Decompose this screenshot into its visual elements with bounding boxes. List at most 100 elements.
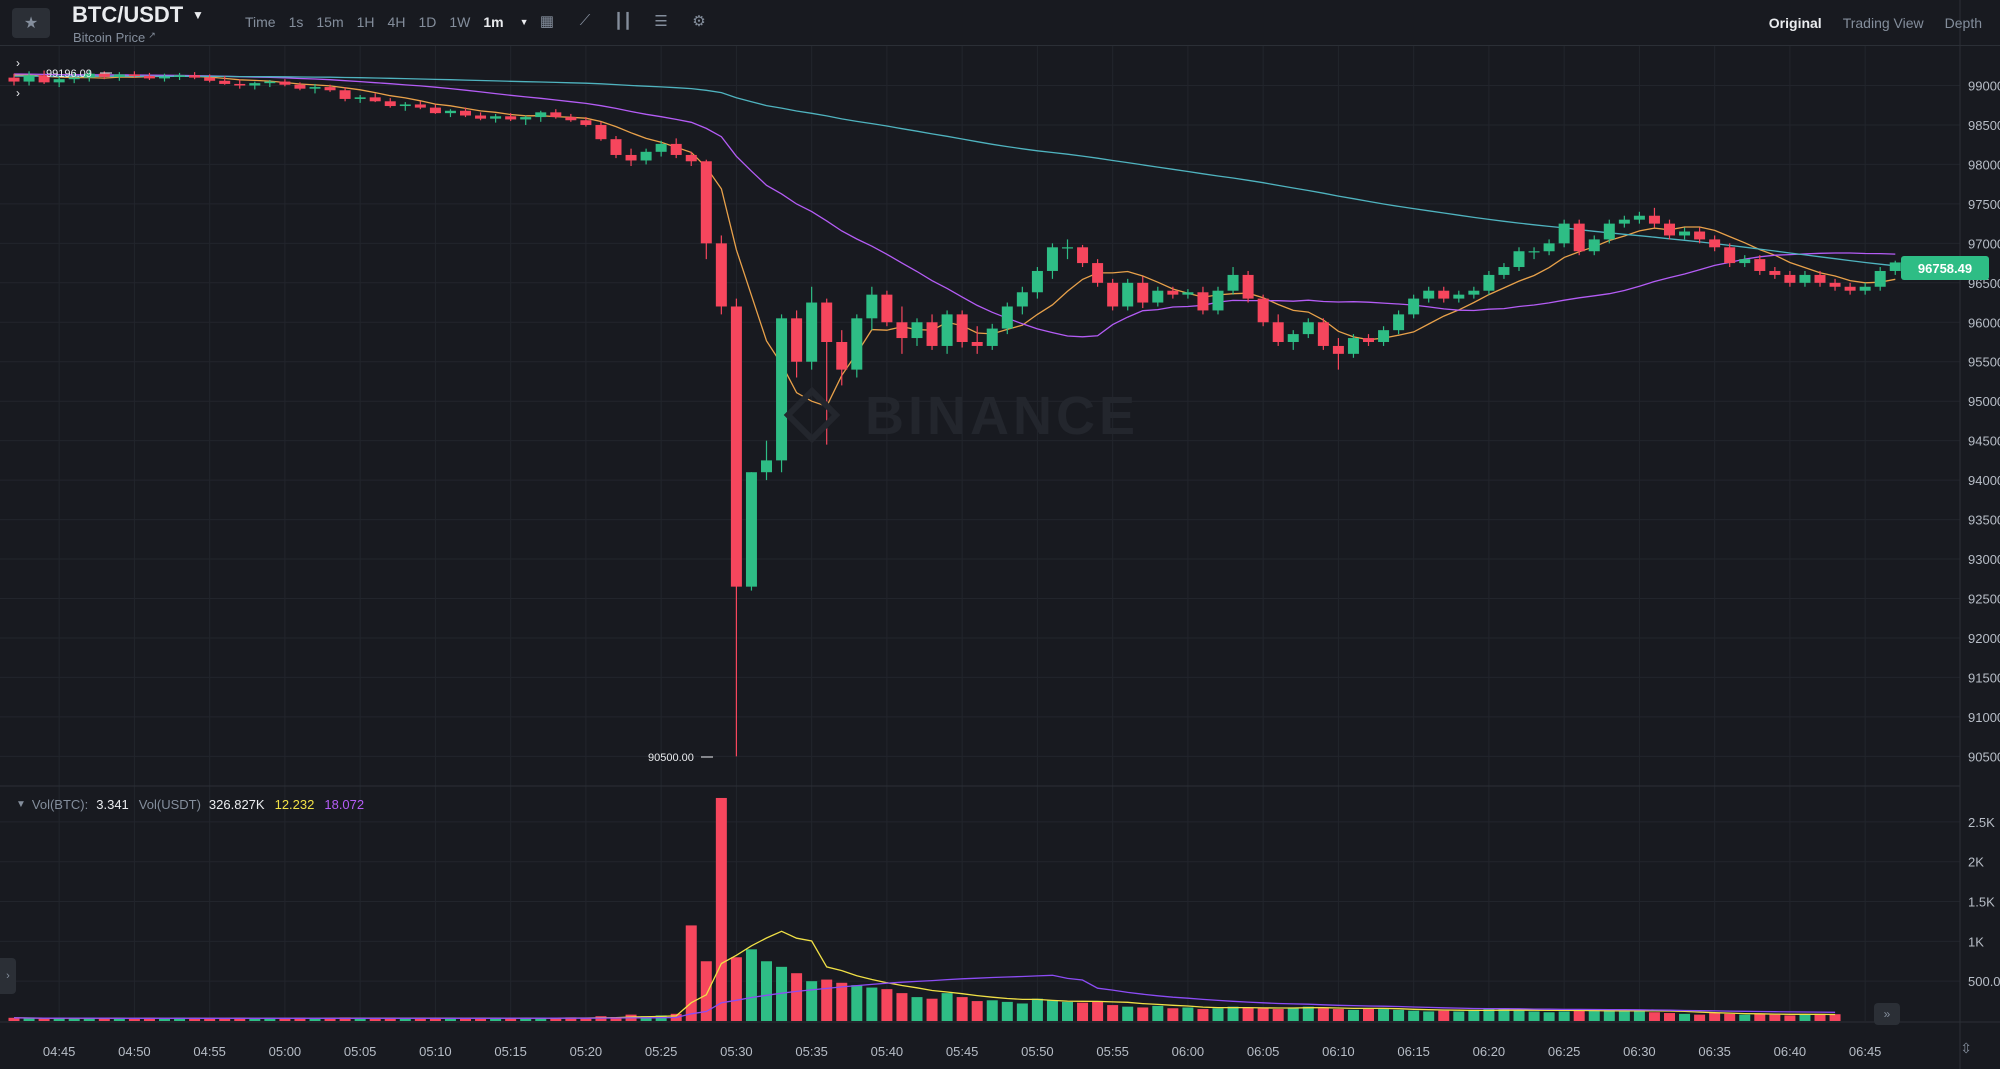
candle bbox=[113, 72, 125, 81]
candle-type-icon[interactable]: ┃┃ bbox=[613, 13, 633, 30]
interval-1h[interactable]: 1H bbox=[356, 14, 375, 30]
candle-body bbox=[1784, 274, 1796, 283]
high-label: 99196.09 bbox=[46, 68, 92, 80]
volume-bar bbox=[1122, 1006, 1134, 1021]
expand-panel-icon[interactable]: › bbox=[0, 958, 16, 994]
time-tick-label: 04:55 bbox=[193, 1044, 226, 1059]
candle-body bbox=[836, 342, 848, 370]
candle bbox=[159, 73, 170, 82]
volume-bar bbox=[219, 1018, 231, 1021]
candle bbox=[8, 73, 20, 86]
candle bbox=[881, 290, 893, 327]
volume-bar bbox=[324, 1018, 336, 1021]
price-tick-label: 95000.00 bbox=[1968, 394, 2000, 409]
time-tick-label: 06:35 bbox=[1698, 1044, 1731, 1059]
candle bbox=[354, 94, 366, 103]
candle-body bbox=[1062, 247, 1073, 249]
candle-body bbox=[1799, 274, 1811, 283]
chevron-right-icon[interactable]: › bbox=[16, 56, 20, 70]
candle-body bbox=[249, 83, 261, 86]
candle bbox=[444, 109, 456, 118]
time-tick-label: 04:50 bbox=[118, 1044, 151, 1059]
candle-body bbox=[444, 110, 456, 114]
calendar-icon[interactable]: ▦ bbox=[539, 13, 555, 30]
gear-icon[interactable]: ⚙ bbox=[692, 13, 706, 30]
candle-body bbox=[670, 143, 682, 155]
time-tick-label: 04:45 bbox=[43, 1044, 76, 1059]
candle-body bbox=[475, 115, 487, 119]
volume-bar bbox=[159, 1018, 170, 1021]
chevron-down-icon[interactable]: ▼ bbox=[16, 799, 26, 810]
candle bbox=[791, 310, 803, 378]
star-icon[interactable]: ★ bbox=[12, 8, 50, 38]
candle-body bbox=[1363, 338, 1374, 342]
volume-bar bbox=[369, 1018, 381, 1021]
volume-bar bbox=[1543, 1012, 1555, 1021]
candle bbox=[896, 306, 908, 354]
volume-bar bbox=[354, 1018, 366, 1021]
interval-1d[interactable]: 1D bbox=[418, 14, 437, 30]
candle-body bbox=[143, 76, 155, 79]
tab-trading-view[interactable]: Trading View bbox=[1842, 15, 1924, 31]
interval-1w[interactable]: 1W bbox=[449, 14, 471, 30]
candle bbox=[911, 318, 923, 346]
candle bbox=[655, 140, 667, 157]
candle-body bbox=[1122, 282, 1134, 307]
candle bbox=[776, 314, 788, 473]
interval-4h[interactable]: 4H bbox=[387, 14, 406, 30]
candle-body bbox=[1167, 290, 1179, 295]
price-tick-label: 92000.00 bbox=[1968, 631, 2000, 646]
volume-bar bbox=[1046, 1000, 1058, 1021]
chevron-right-icon[interactable]: › bbox=[16, 86, 20, 100]
candle-body bbox=[354, 97, 366, 99]
indicator-icon[interactable]: ⟋ bbox=[579, 12, 591, 29]
volume-bar bbox=[1182, 1007, 1194, 1021]
candle bbox=[1092, 259, 1104, 287]
volume-bar bbox=[1393, 1009, 1405, 1021]
candle-body bbox=[1558, 223, 1570, 244]
candle bbox=[956, 310, 968, 348]
settings-list-icon[interactable]: ☰ bbox=[654, 13, 668, 30]
subtitle-link[interactable]: Bitcoin Price ↗ bbox=[73, 30, 156, 45]
volume-bar bbox=[1483, 1009, 1495, 1021]
candle-body bbox=[204, 77, 216, 81]
candle bbox=[1633, 211, 1645, 224]
volume-tick-label: 500.00 bbox=[1968, 974, 2000, 989]
toolbar: ★ BTC/USDT ▼ Bitcoin Price ↗ Time 1s 15m … bbox=[0, 0, 2000, 46]
candle bbox=[1438, 286, 1450, 303]
candle-body bbox=[700, 161, 712, 244]
volume-bar bbox=[1347, 1009, 1359, 1021]
time-tick-label: 06:40 bbox=[1774, 1044, 1807, 1059]
tab-original[interactable]: Original bbox=[1768, 15, 1822, 31]
time-tick-label: 06:05 bbox=[1247, 1044, 1280, 1059]
candle-body bbox=[8, 77, 20, 82]
price-tick-label: 93000.00 bbox=[1968, 552, 2000, 567]
candle-body bbox=[1814, 274, 1826, 283]
interval-15m[interactable]: 15m bbox=[316, 14, 344, 30]
interval-1m[interactable]: 1m ▼ bbox=[483, 14, 541, 30]
volume-bar bbox=[1438, 1010, 1450, 1021]
candle-body bbox=[610, 139, 622, 155]
candle bbox=[806, 286, 818, 370]
candle-body bbox=[1242, 274, 1254, 299]
tool-icons: ▦ ⟋ ┃┃ ☰ ⚙ bbox=[528, 12, 718, 30]
candle-body bbox=[113, 74, 125, 77]
tab-depth[interactable]: Depth bbox=[1944, 15, 1982, 31]
candle bbox=[1679, 227, 1691, 240]
candle bbox=[761, 440, 772, 481]
interval-1s[interactable]: 1s bbox=[288, 14, 304, 30]
candle-body bbox=[324, 87, 336, 91]
candle bbox=[505, 113, 517, 122]
volume-bar bbox=[475, 1018, 487, 1021]
view-tabs: Original Trading View Depth bbox=[1748, 15, 1982, 31]
caret-down-icon[interactable]: ▼ bbox=[192, 8, 204, 22]
moving-average-lines bbox=[13, 73, 1896, 408]
scroll-to-latest-icon[interactable]: » bbox=[1874, 1003, 1900, 1025]
candle bbox=[234, 79, 246, 89]
candle bbox=[1664, 219, 1675, 240]
candle-body bbox=[1618, 219, 1630, 224]
interval-time[interactable]: Time bbox=[245, 14, 276, 30]
fit-axis-icon[interactable]: ⇳ bbox=[1960, 1040, 1972, 1056]
pair-selector[interactable]: BTC/USDT bbox=[72, 2, 184, 27]
